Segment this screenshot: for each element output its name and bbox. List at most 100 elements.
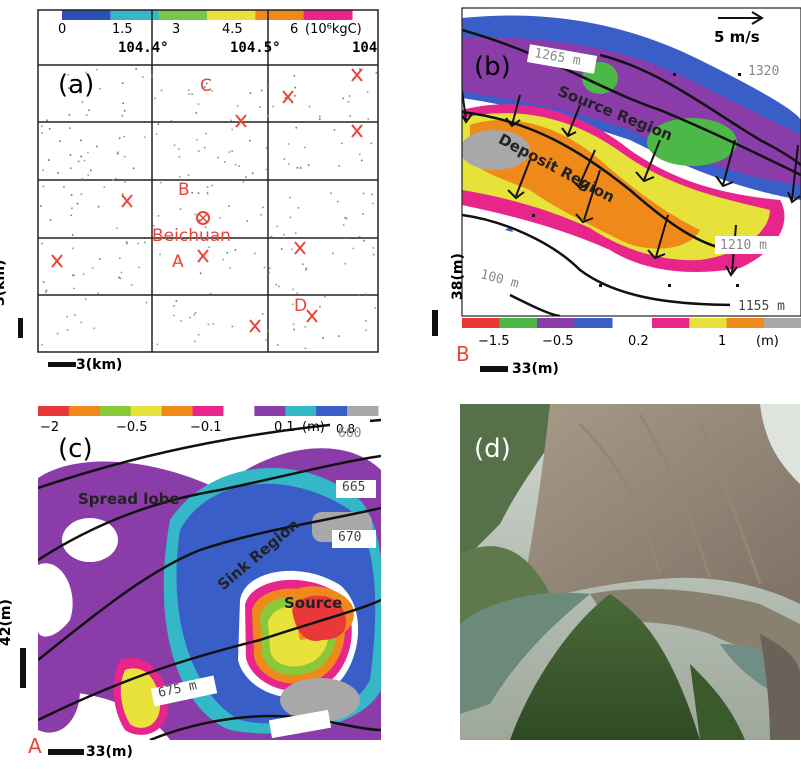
landslide-dot [242, 181, 245, 183]
landslide-dot [344, 236, 347, 239]
colorbar-swatch [537, 318, 575, 328]
colorbar-swatch [303, 10, 353, 20]
landslide-dot [121, 192, 124, 195]
landslide-dot [98, 258, 101, 260]
landslide-dot [49, 219, 52, 221]
landslide-dots [40, 68, 378, 350]
landslide-dot [372, 253, 375, 256]
landslide-dot [260, 213, 263, 216]
landslide-dot [344, 262, 347, 265]
panel-d-label: (d) [474, 434, 511, 464]
landslide-dot [73, 287, 75, 290]
landslide-dot [236, 105, 239, 107]
colorbar-swatch [62, 10, 111, 20]
landslide-dot [305, 267, 308, 270]
landslide-dot [197, 192, 200, 194]
landslide-dot [99, 87, 102, 90]
landslide-dot [191, 93, 193, 96]
landslide-dot [45, 289, 48, 292]
landslide-dot [230, 119, 232, 122]
landslide-dot [304, 347, 307, 350]
colorbar-swatch [574, 318, 613, 328]
landslide-dot [211, 184, 213, 187]
landslide-dot [289, 216, 292, 219]
landslide-dot [66, 315, 68, 318]
landslide-dot [280, 248, 283, 250]
landslide-dot [330, 192, 332, 195]
landslide-dot [170, 119, 173, 122]
landslide-dot [278, 285, 280, 288]
landslide-dot [56, 332, 59, 335]
landslide-dot [365, 329, 367, 331]
landslide-dot [363, 239, 365, 242]
scale-label-x: 3(km) [76, 357, 123, 373]
landslide-dot [259, 106, 261, 108]
source-label: Source [284, 594, 343, 612]
landslide-dot [202, 86, 204, 89]
scale-bar-y [432, 310, 438, 336]
landslide-dot [197, 103, 200, 105]
landslide-dot [80, 139, 82, 142]
panel-c-map [20, 406, 381, 755]
landslide-dot [132, 167, 135, 170]
landslide-dot [68, 114, 71, 116]
panel-a-label: (a) [58, 70, 95, 100]
landslide-dot [96, 145, 98, 148]
landslide-dot [296, 166, 299, 169]
landslide-dot [359, 68, 361, 71]
landslide-dot [120, 271, 123, 274]
landslide-dot [341, 142, 343, 145]
landslide-dot [80, 321, 83, 324]
landslide-dot [121, 82, 124, 84]
landslide-dot [173, 144, 176, 146]
landslide-dot [367, 118, 370, 120]
landslide-dot [87, 151, 89, 154]
landslide-dot [289, 196, 291, 199]
panel-a-cb-tick: 3 [172, 22, 181, 37]
landslide-dot [345, 217, 348, 220]
landslide-dot [246, 220, 248, 222]
landslide-dot [194, 340, 196, 343]
landslide-dot [319, 115, 321, 118]
colorbar-swatch [130, 406, 163, 416]
landslide-dot [275, 283, 278, 286]
landslide-dot [347, 101, 350, 103]
landslide-dot [266, 84, 269, 87]
landslide-dot [288, 163, 290, 165]
panel-b-label: (b) [474, 52, 511, 82]
landslide-dot [205, 82, 208, 85]
landslide-dot [208, 246, 211, 248]
landslide-dot [304, 325, 307, 328]
landslide-dot [231, 128, 233, 131]
landslide-dot [89, 169, 92, 172]
scale-label-y: 42(m) [0, 599, 14, 646]
landslide-dot [69, 154, 72, 156]
landslide-dot [283, 158, 286, 160]
landslide-dot [203, 146, 206, 149]
panel-a-map [18, 9, 379, 367]
beichuan-marker [196, 211, 210, 225]
landslide-dot [292, 288, 294, 291]
landslide-dot [265, 338, 267, 341]
colorbar-swatch [285, 406, 317, 416]
landslide-dot [209, 293, 212, 295]
landslide-dot [337, 335, 340, 337]
landslide-dot [71, 234, 74, 236]
landslide-dot [294, 232, 297, 234]
landslide-dot [118, 257, 121, 260]
landslide-dot [287, 143, 290, 145]
landslide-dot [191, 191, 194, 194]
landslide-dot [189, 316, 191, 319]
panel-c-colorbar [38, 406, 379, 416]
panel-c-cb-tick: −0.1 [190, 420, 222, 435]
colorbar-swatch [726, 318, 765, 328]
contour-label: 1155 m [738, 299, 785, 314]
panel-c-cb-tick: 0.1 [274, 420, 295, 435]
landslide-dot [70, 167, 72, 170]
landslide-dot [123, 155, 126, 158]
landslide-dot [84, 298, 87, 300]
landslide-dot [59, 140, 61, 143]
landslide-dot [223, 161, 226, 163]
landslide-dot [254, 252, 256, 255]
scale-bar-x [480, 366, 508, 372]
